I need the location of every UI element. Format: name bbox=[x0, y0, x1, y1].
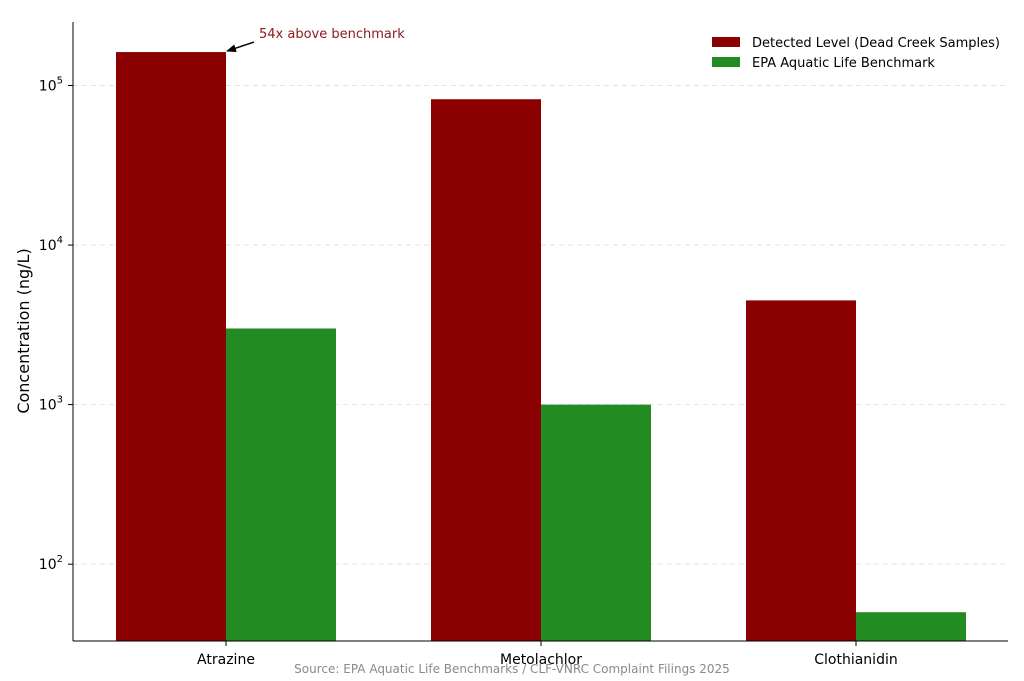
bars bbox=[116, 52, 966, 642]
y-tick-labels: 102 103 104 105 bbox=[39, 75, 73, 573]
annotation-text: 54x above benchmark bbox=[259, 27, 405, 42]
legend-swatch-benchmark bbox=[712, 57, 740, 67]
y-tick-label: 105 bbox=[39, 75, 63, 94]
bar-metolachlor-detected bbox=[431, 99, 541, 642]
bar-metolachlor-benchmark bbox=[541, 404, 651, 641]
x-tick-label-metolachlor: Metolachlor bbox=[500, 652, 582, 668]
x-tick-label-atrazine: Atrazine bbox=[197, 652, 255, 668]
legend-label-benchmark: EPA Aquatic Life Benchmark bbox=[752, 56, 935, 71]
legend: Detected Level (Dead Creek Samples) EPA A… bbox=[712, 36, 1000, 71]
bar-atrazine-benchmark bbox=[226, 328, 336, 641]
legend-label-detected: Detected Level (Dead Creek Samples) bbox=[752, 36, 1000, 51]
annotation: 54x above benchmark bbox=[226, 27, 405, 53]
annotation-arrow bbox=[226, 41, 255, 53]
source-note: Source: EPA Aquatic Life Benchmarks / CL… bbox=[294, 662, 730, 676]
x-tick-label-clothianidin: Clothianidin bbox=[814, 652, 897, 668]
y-tick-label: 102 bbox=[39, 554, 63, 573]
bar-clothianidin-benchmark bbox=[856, 612, 966, 641]
y-tick-label: 103 bbox=[39, 395, 63, 414]
x-tick-labels: Atrazine Metolachlor Clothianidin bbox=[197, 641, 898, 668]
y-axis-title: Concentration (ng/L) bbox=[14, 248, 33, 413]
bar-clothianidin-detected bbox=[746, 300, 856, 641]
y-tick-label: 104 bbox=[39, 235, 63, 254]
legend-swatch-detected bbox=[712, 37, 740, 47]
bar-atrazine-detected bbox=[116, 52, 226, 641]
